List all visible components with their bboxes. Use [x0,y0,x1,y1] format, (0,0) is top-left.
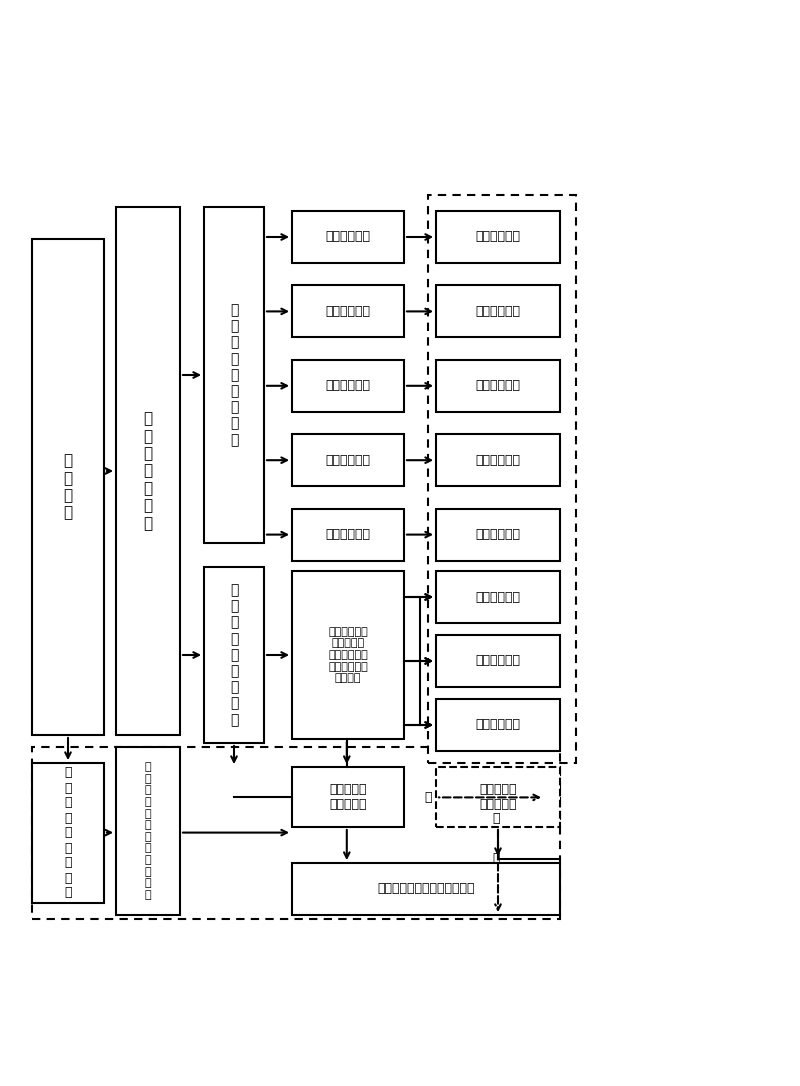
FancyBboxPatch shape [292,767,404,828]
Text: 高
光
谱
图
像
采
集: 高 光 谱 图 像 采 集 [143,412,153,531]
Text: 锈斑特征描述: 锈斑特征描述 [475,528,521,541]
Text: 苹
果
样
本: 苹 果 样 本 [63,453,73,520]
Text: 颜色特征描述: 颜色特征描述 [475,230,521,243]
FancyBboxPatch shape [436,699,560,752]
FancyBboxPatch shape [292,571,404,738]
Text: 损伤特征描述: 损伤特征描述 [475,454,521,467]
Text: 果型特征提取: 果型特征提取 [326,305,370,318]
Text: 或: 或 [492,853,500,866]
FancyBboxPatch shape [292,359,404,412]
Text: 果型特征描述: 果型特征描述 [475,305,521,318]
FancyBboxPatch shape [204,207,264,543]
FancyBboxPatch shape [116,747,180,915]
FancyBboxPatch shape [292,863,560,915]
Text: 或: 或 [492,812,500,825]
Text: 特征级融合
模式分类器: 特征级融合 模式分类器 [330,783,366,811]
FancyBboxPatch shape [436,359,560,412]
FancyBboxPatch shape [436,767,560,828]
Text: 建立苹果综合品质评判的模型: 建立苹果综合品质评判的模型 [378,883,474,896]
FancyBboxPatch shape [436,508,560,560]
FancyBboxPatch shape [436,571,560,623]
Text: 光
谱
信
息
及
其
预
处
理: 光 谱 信 息 及 其 预 处 理 [230,583,238,727]
FancyBboxPatch shape [292,211,404,263]
FancyBboxPatch shape [436,286,560,338]
FancyBboxPatch shape [436,635,560,687]
Text: 锈斑特征提取: 锈斑特征提取 [326,528,370,541]
FancyBboxPatch shape [292,434,404,487]
Text: 大小特征提取: 大小特征提取 [326,379,370,392]
FancyBboxPatch shape [436,434,560,487]
FancyBboxPatch shape [292,286,404,338]
Text: 或: 或 [424,791,432,804]
FancyBboxPatch shape [436,211,560,263]
FancyBboxPatch shape [292,508,404,560]
Text: 大小特征描述: 大小特征描述 [475,379,521,392]
Text: 颜色特征提取: 颜色特征提取 [326,230,370,243]
Text: 提取用与建立
预测苹果糖
度、酸度和硬
度模型的红外
光谱特征: 提取用与建立 预测苹果糖 度、酸度和硬 度模型的红外 光谱特征 [328,627,368,683]
Text: 糖度含量描述: 糖度含量描述 [475,591,521,604]
FancyBboxPatch shape [32,763,104,902]
Text: 感
官
及
常
规
化
学
检
测: 感 官 及 常 规 化 学 检 测 [64,767,72,899]
Text: 图
像
信
息
及
其
预
处
理: 图 像 信 息 及 其 预 处 理 [230,303,238,446]
Text: 感
官
及
常
规
检
测
指
标
数
据
库: 感 官 及 常 规 检 测 指 标 数 据 库 [145,762,151,900]
FancyBboxPatch shape [32,239,104,735]
FancyBboxPatch shape [116,207,180,735]
Text: 决策级融合
模式分类器: 决策级融合 模式分类器 [479,783,517,811]
Text: 硬度含量描述: 硬度含量描述 [475,719,521,732]
FancyBboxPatch shape [204,567,264,743]
Text: 酸度含量描述: 酸度含量描述 [475,655,521,668]
Text: 损伤特征提取: 损伤特征提取 [326,454,370,467]
